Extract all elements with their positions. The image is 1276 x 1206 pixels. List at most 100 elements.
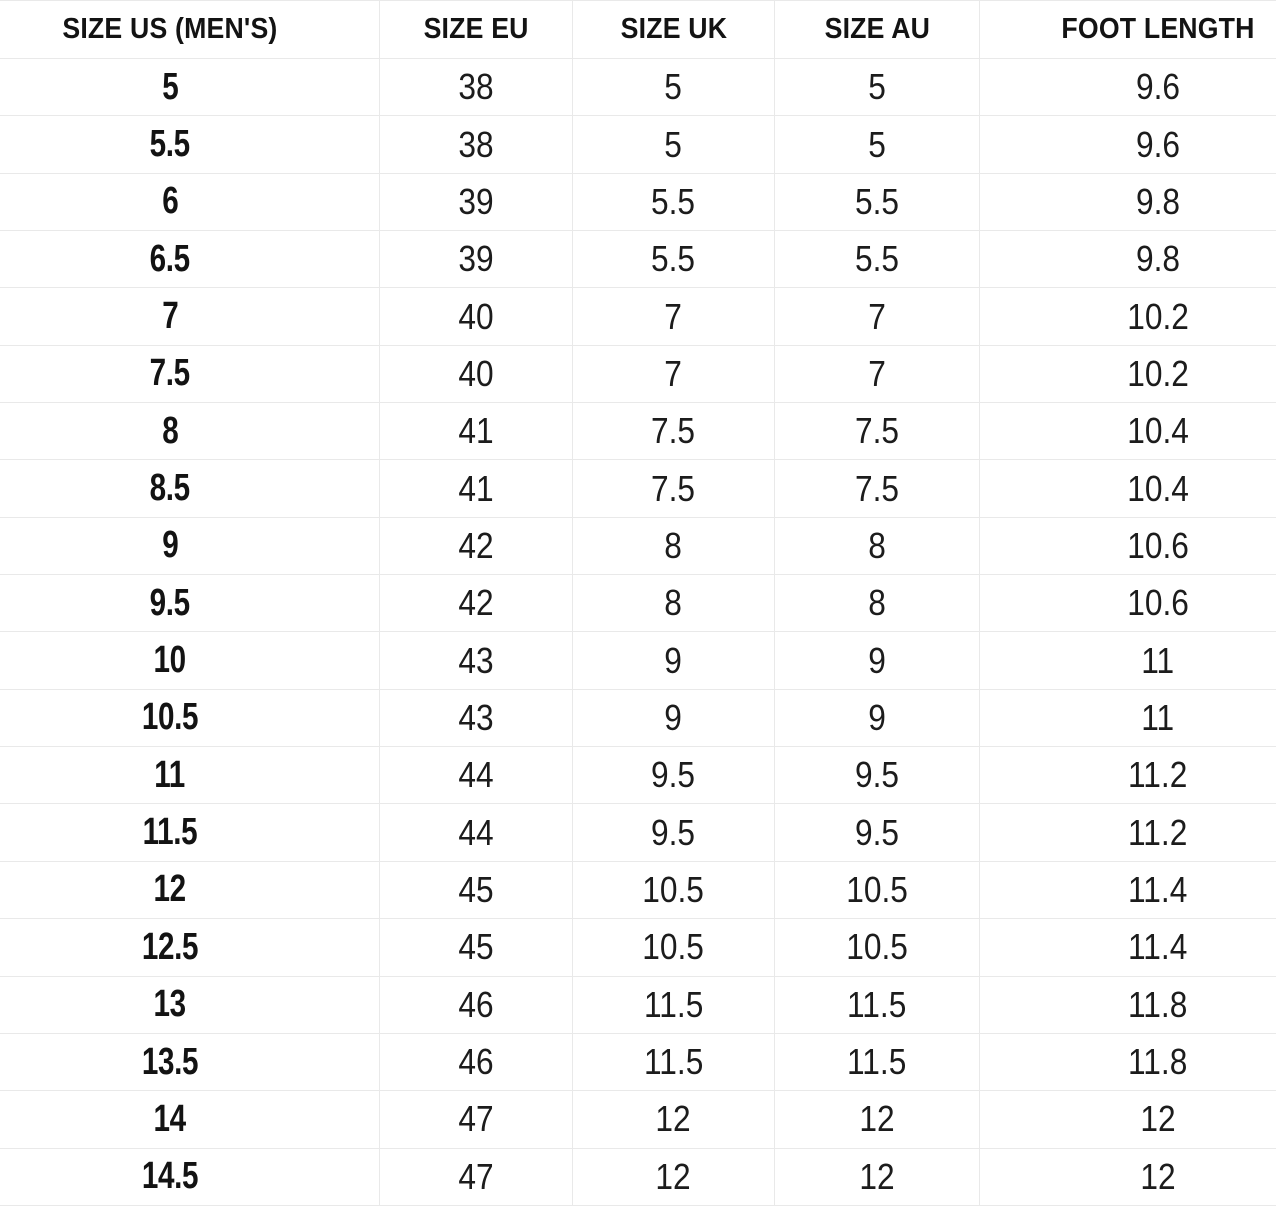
header-row: SIZE US (MEN'S) SIZE EU SIZE UK SIZE AU …: [0, 1, 1276, 59]
cell-size-us: 12: [0, 861, 380, 918]
cell-size-us: 14.5: [0, 1148, 380, 1205]
cell-value: 11.5: [644, 984, 703, 1026]
cell-value: 12.5: [142, 926, 198, 969]
cell-value: 11.5: [847, 984, 906, 1026]
cell-value: 8: [162, 410, 178, 453]
cell-foot-length: 11: [980, 689, 1276, 746]
cell-size-uk: 7: [573, 288, 775, 345]
cell-size-eu: 46: [380, 976, 573, 1033]
cell-value: 7.5: [150, 352, 190, 395]
cell-size-au: 7.5: [775, 460, 980, 517]
cell-value: 11.8: [1128, 1041, 1187, 1083]
cell-value: 47: [458, 1156, 493, 1198]
cell-value: 7: [162, 295, 178, 338]
column-header-size-us: SIZE US (MEN'S): [0, 1, 380, 59]
table-row: 6.5 39 5.5 5.5 9.8: [0, 231, 1276, 288]
cell-size-uk: 9: [573, 689, 775, 746]
cell-value: 8: [665, 582, 683, 624]
cell-foot-length: 10.4: [980, 403, 1276, 460]
cell-foot-length: 12: [980, 1148, 1276, 1205]
cell-value: 7.5: [651, 468, 695, 510]
cell-size-uk: 9.5: [573, 747, 775, 804]
cell-value: 5: [162, 66, 178, 109]
cell-value: 9.5: [651, 812, 695, 854]
cell-value: 11.4: [1128, 869, 1187, 911]
cell-value: 12: [1140, 1156, 1175, 1198]
cell-size-eu: 38: [380, 116, 573, 173]
cell-size-uk: 5.5: [573, 173, 775, 230]
cell-size-uk: 5: [573, 59, 775, 116]
cell-size-us: 7.5: [0, 345, 380, 402]
cell-value: 44: [458, 754, 493, 796]
cell-size-au: 8: [775, 517, 980, 574]
table-row: 9.5 42 8 8 10.6: [0, 575, 1276, 632]
cell-size-us: 12.5: [0, 919, 380, 976]
cell-foot-length: 10.2: [980, 345, 1276, 402]
cell-value: 5.5: [651, 181, 695, 223]
column-header-label: SIZE UK: [620, 13, 727, 46]
cell-value: 9: [162, 524, 178, 567]
column-header-foot-length: FOOT LENGTH: [980, 1, 1276, 59]
cell-value: 9: [868, 640, 886, 682]
cell-size-eu: 39: [380, 231, 573, 288]
cell-size-uk: 7: [573, 345, 775, 402]
cell-value: 14.5: [142, 1155, 198, 1198]
cell-value: 11.8: [1128, 984, 1187, 1026]
cell-size-au: 11.5: [775, 1033, 980, 1090]
cell-size-au: 11.5: [775, 976, 980, 1033]
cell-size-au: 12: [775, 1091, 980, 1148]
table-row: 12 45 10.5 10.5 11.4: [0, 861, 1276, 918]
cell-value: 11.5: [644, 1041, 703, 1083]
table-body: 5 38 5 5 9.6 5.5 38 5 5 9.6 6 39 5.5 5.5…: [0, 59, 1276, 1206]
cell-value: 9.5: [855, 812, 899, 854]
cell-size-us: 6: [0, 173, 380, 230]
cell-value: 46: [458, 984, 493, 1026]
cell-size-eu: 46: [380, 1033, 573, 1090]
table-header: SIZE US (MEN'S) SIZE EU SIZE UK SIZE AU …: [0, 1, 1276, 59]
cell-value: 10.5: [846, 926, 908, 968]
cell-size-us: 9.5: [0, 575, 380, 632]
cell-value: 7: [665, 353, 683, 395]
cell-size-us: 13.5: [0, 1033, 380, 1090]
cell-value: 40: [458, 296, 493, 338]
column-header-size-eu: SIZE EU: [380, 1, 573, 59]
cell-size-us: 7: [0, 288, 380, 345]
cell-value: 9: [868, 697, 886, 739]
cell-size-au: 5: [775, 116, 980, 173]
cell-foot-length: 10.2: [980, 288, 1276, 345]
cell-size-eu: 43: [380, 689, 573, 746]
cell-foot-length: 11.2: [980, 804, 1276, 861]
cell-size-eu: 47: [380, 1148, 573, 1205]
column-header-size-au: SIZE AU: [775, 1, 980, 59]
cell-value: 12: [859, 1098, 894, 1140]
cell-value: 11.4: [1128, 926, 1187, 968]
cell-value: 12: [154, 868, 186, 911]
cell-size-eu: 44: [380, 804, 573, 861]
cell-value: 12: [1140, 1098, 1175, 1140]
cell-foot-length: 9.6: [980, 59, 1276, 116]
cell-size-au: 10.5: [775, 861, 980, 918]
cell-size-us: 6.5: [0, 231, 380, 288]
cell-value: 10.6: [1127, 525, 1189, 567]
cell-value: 10.4: [1127, 468, 1189, 510]
cell-value: 5: [665, 66, 683, 108]
table-row: 5.5 38 5 5 9.6: [0, 116, 1276, 173]
cell-value: 10.5: [142, 696, 198, 739]
cell-value: 5.5: [651, 238, 695, 280]
cell-foot-length: 11.8: [980, 976, 1276, 1033]
table-row: 14 47 12 12 12: [0, 1091, 1276, 1148]
cell-value: 5.5: [855, 238, 899, 280]
cell-value: 9.5: [150, 582, 190, 625]
cell-value: 40: [458, 353, 493, 395]
cell-foot-length: 12: [980, 1091, 1276, 1148]
table-row: 12.5 45 10.5 10.5 11.4: [0, 919, 1276, 976]
cell-size-us: 10.5: [0, 689, 380, 746]
cell-size-au: 8: [775, 575, 980, 632]
cell-value: 43: [458, 697, 493, 739]
cell-value: 41: [458, 410, 493, 452]
table-row: 9 42 8 8 10.6: [0, 517, 1276, 574]
cell-foot-length: 11.2: [980, 747, 1276, 804]
column-header-size-uk: SIZE UK: [573, 1, 775, 59]
cell-value: 5.5: [150, 123, 190, 166]
cell-value: 10.6: [1127, 582, 1189, 624]
